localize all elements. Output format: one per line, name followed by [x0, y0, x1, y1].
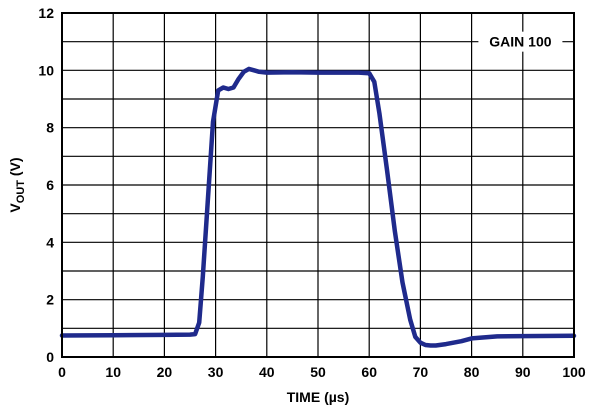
x-tick-label: 100: [562, 364, 586, 380]
annotation-background: [478, 31, 563, 52]
y-axis-label-main: V: [7, 203, 23, 213]
x-tick-labels: 0 10 20 30 40 50 60 70 80 90 100: [58, 364, 586, 380]
x-tick-label: 80: [464, 364, 480, 380]
chart-grid: [61, 12, 575, 358]
chart-series: [59, 66, 577, 348]
x-tick-label: 30: [208, 364, 224, 380]
x-tick-label: 0: [58, 364, 66, 380]
series-line: [59, 66, 577, 348]
x-tick-label: 40: [259, 364, 275, 380]
x-tick-label: 50: [310, 364, 326, 380]
y-tick-label: 2: [46, 292, 54, 308]
x-tick-label: 70: [413, 364, 429, 380]
y-tick-label: 4: [46, 234, 54, 250]
y-axis-label-sub: OUT: [15, 180, 27, 204]
y-tick-label: 6: [46, 177, 54, 193]
x-tick-label: 20: [157, 364, 173, 380]
x-axis-label: TIME (µs): [287, 389, 350, 405]
y-tick-label: 0: [46, 349, 54, 365]
x-tick-label: 90: [515, 364, 531, 380]
y-tick-labels: 0 2 4 6 8 10 12: [38, 5, 54, 365]
y-axis-label-unit: (V): [7, 157, 23, 180]
x-tick-label: 10: [105, 364, 121, 380]
y-axis-label: VOUT (V): [7, 157, 27, 212]
y-tick-label: 12: [38, 5, 54, 21]
y-tick-label: 10: [38, 62, 54, 78]
y-tick-label: 8: [46, 120, 54, 136]
plot-frame: [61, 12, 575, 358]
x-tick-label: 60: [361, 364, 377, 380]
gain-annotation: GAIN 100: [489, 34, 551, 50]
